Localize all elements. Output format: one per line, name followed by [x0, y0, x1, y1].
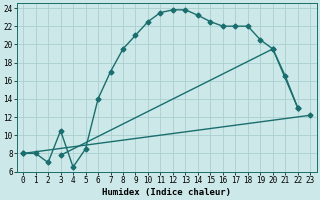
X-axis label: Humidex (Indice chaleur): Humidex (Indice chaleur): [102, 188, 231, 197]
